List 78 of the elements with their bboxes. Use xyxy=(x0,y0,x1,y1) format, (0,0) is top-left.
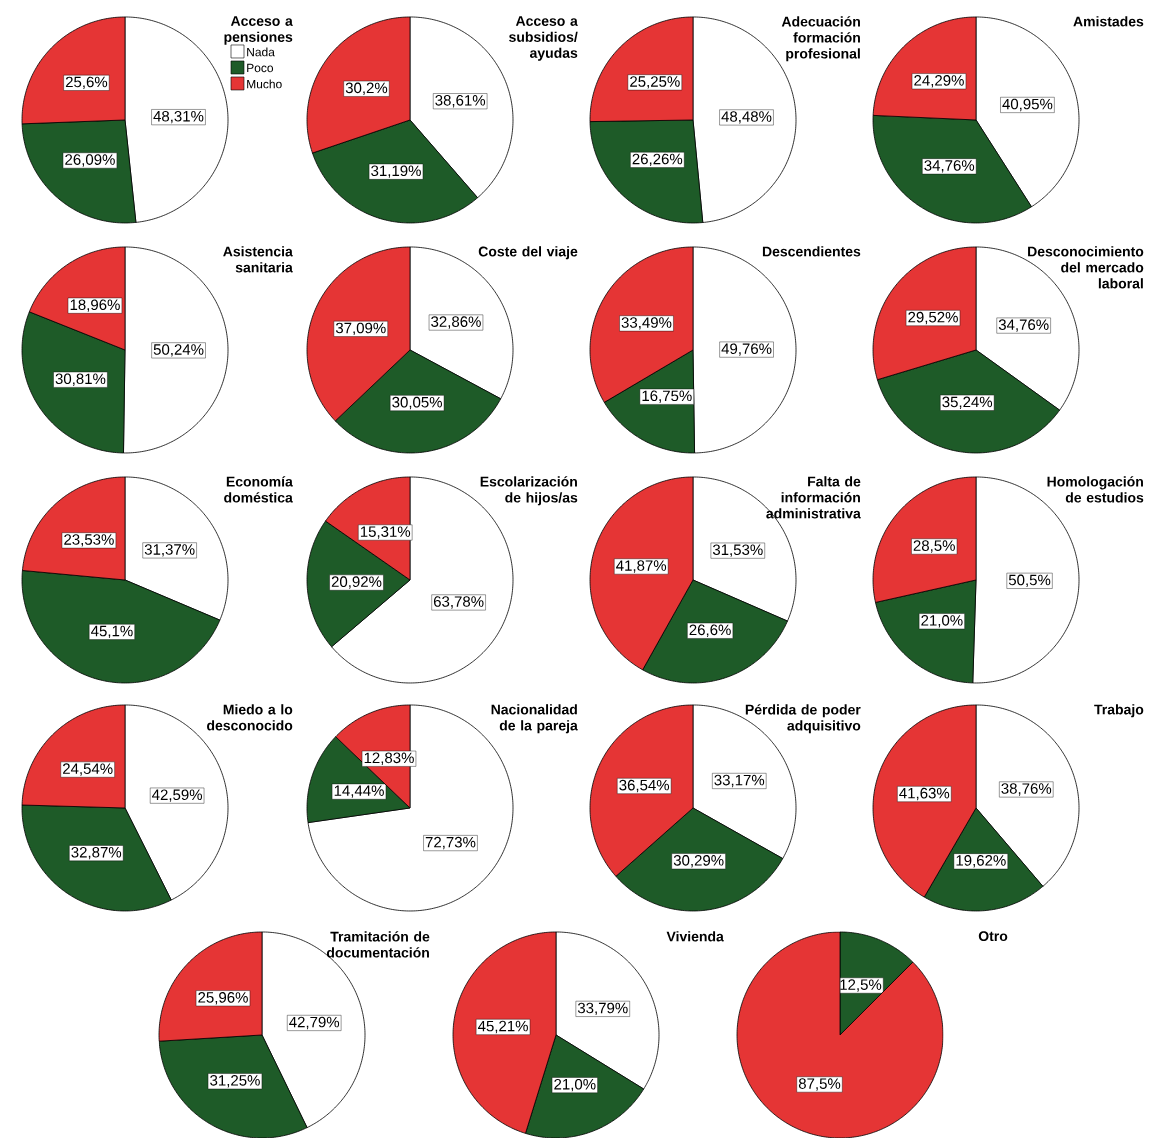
text: Trabajo xyxy=(1094,704,1144,718)
data-label: 31,19% xyxy=(371,165,421,178)
data-label: 25,6% xyxy=(65,76,108,90)
data-label: 49,76% xyxy=(721,343,772,356)
data-label: 33,49% xyxy=(621,317,672,330)
data-label: 14,44% xyxy=(334,785,384,798)
data-label: 48,31% xyxy=(153,110,204,124)
data-label: 37,09% xyxy=(335,322,386,336)
text: Economía doméstica xyxy=(224,476,293,503)
data-label: 24,54% xyxy=(63,763,113,776)
text: Falta de información administrativa xyxy=(766,476,861,519)
data-label: 16,75% xyxy=(642,390,692,403)
data-label: 32,87% xyxy=(71,846,122,860)
text: Desconocimiento del mercado laboral xyxy=(1028,246,1144,289)
text: Acceso a subsidios/ ayudas xyxy=(509,16,578,61)
chart-title: Miedo a lo desconocido xyxy=(207,704,293,731)
text: Nacionalidad de la pareja xyxy=(491,704,578,734)
text: Asistencia sanitaria xyxy=(223,246,293,273)
legend-label: Poco xyxy=(247,63,274,73)
data-label: 31,53% xyxy=(712,544,763,557)
data-label: 32,86% xyxy=(431,316,481,329)
data-label: 19,62% xyxy=(956,855,1006,868)
data-label: 33,17% xyxy=(714,774,765,788)
data-label: 87,5% xyxy=(798,1078,841,1091)
data-label: 26,26% xyxy=(632,153,683,167)
chart-title: Tramitación de documentación xyxy=(326,931,430,958)
data-label: 50,5% xyxy=(1008,574,1051,588)
data-label: 45,1% xyxy=(91,625,133,639)
text: Vivienda xyxy=(666,931,724,942)
legend-label: Nada xyxy=(247,47,275,57)
data-label: 30,2% xyxy=(345,82,388,95)
data-label: 25,96% xyxy=(198,992,248,1005)
data-label: 34,76% xyxy=(924,160,975,173)
data-label: 18,96% xyxy=(70,299,120,312)
data-label: 29,52% xyxy=(908,311,958,325)
data-label: 63,78% xyxy=(433,596,484,609)
chart-title: Coste del viaje xyxy=(478,246,578,260)
text: Pérdida de poder adquisitivo xyxy=(745,704,861,734)
data-label: 24,29% xyxy=(914,75,964,88)
data-label: 40,95% xyxy=(1002,98,1053,112)
data-label: 30,81% xyxy=(55,373,106,386)
data-label: 38,76% xyxy=(1001,783,1052,796)
data-label: 33,79% xyxy=(577,1002,628,1016)
data-label: 15,31% xyxy=(360,526,411,539)
legend-label: Mucho xyxy=(247,79,282,89)
data-label: 35,24% xyxy=(942,396,993,409)
text: Amistades xyxy=(1073,16,1144,27)
data-label: 41,63% xyxy=(899,787,950,801)
data-label: 28,5% xyxy=(913,540,955,553)
data-label: 36,54% xyxy=(619,779,670,793)
data-label: 31,37% xyxy=(144,544,195,557)
data-label: 30,29% xyxy=(673,855,724,868)
data-label: 12,83% xyxy=(364,752,414,765)
text: Otro xyxy=(978,931,1008,942)
data-label: 23,53% xyxy=(64,534,114,547)
data-label: 26,6% xyxy=(689,624,731,637)
data-label: 31,25% xyxy=(210,1075,260,1088)
chart-title: Homologación de estudios xyxy=(1047,476,1144,503)
data-label: 30,05% xyxy=(392,396,442,410)
data-label: 21,0% xyxy=(921,615,963,628)
text: Escolarización de hijos/as xyxy=(480,476,578,506)
data-label: 48,48% xyxy=(721,111,772,124)
data-label: 42,79% xyxy=(289,1016,340,1030)
data-label: 38,61% xyxy=(435,95,486,108)
data-label: 41,87% xyxy=(616,560,667,573)
text: Acceso a pensiones xyxy=(224,16,293,45)
data-label: 72,73% xyxy=(425,836,476,850)
data-label: 26,09% xyxy=(65,154,115,167)
data-label: 25,25% xyxy=(630,76,680,89)
data-label: 20,92% xyxy=(331,576,382,589)
data-label: 50,24% xyxy=(153,344,204,357)
data-label: 34,76% xyxy=(998,319,1049,332)
data-label: 21,0% xyxy=(554,1078,596,1092)
chart-title: Descendientes xyxy=(762,246,861,257)
data-label: 45,21% xyxy=(477,1020,528,1034)
data-label: 12,5% xyxy=(840,979,882,992)
data-label: 42,59% xyxy=(152,789,203,802)
text: Adecuación formación profesional xyxy=(781,16,860,62)
